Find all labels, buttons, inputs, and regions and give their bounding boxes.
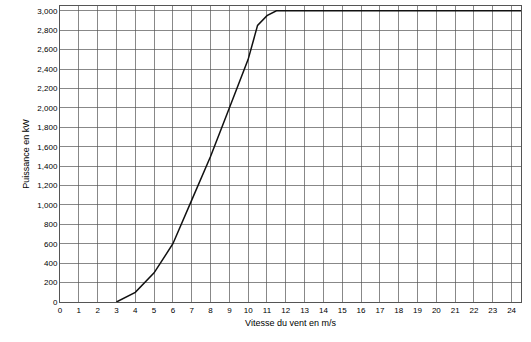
svg-text:23: 23 (488, 306, 497, 315)
svg-text:600: 600 (44, 240, 58, 249)
svg-text:12: 12 (281, 306, 290, 315)
svg-text:16: 16 (357, 306, 366, 315)
svg-text:4: 4 (133, 306, 138, 315)
svg-text:14: 14 (319, 306, 328, 315)
svg-text:11: 11 (263, 306, 272, 315)
svg-text:8: 8 (208, 306, 213, 315)
svg-text:10: 10 (244, 306, 253, 315)
svg-text:1,800: 1,800 (37, 123, 58, 132)
svg-text:800: 800 (44, 220, 58, 229)
svg-text:2: 2 (95, 306, 100, 315)
svg-text:15: 15 (338, 306, 347, 315)
svg-text:21: 21 (451, 306, 460, 315)
svg-text:20: 20 (432, 306, 441, 315)
svg-text:1: 1 (77, 306, 82, 315)
svg-text:2,400: 2,400 (37, 65, 58, 74)
svg-text:7: 7 (189, 306, 194, 315)
svg-text:Puissance en kW: Puissance en kW (21, 119, 31, 189)
svg-text:2,000: 2,000 (37, 104, 58, 113)
svg-text:3: 3 (114, 306, 119, 315)
svg-text:0: 0 (58, 306, 63, 315)
svg-text:9: 9 (227, 306, 232, 315)
svg-text:2,600: 2,600 (37, 45, 58, 54)
svg-text:Vitesse du vent en m/s: Vitesse du vent en m/s (245, 318, 336, 328)
svg-text:19: 19 (413, 306, 422, 315)
svg-text:13: 13 (300, 306, 309, 315)
svg-text:200: 200 (44, 278, 58, 287)
svg-text:3,000: 3,000 (37, 7, 58, 16)
svg-text:22: 22 (470, 306, 479, 315)
svg-text:24: 24 (507, 306, 516, 315)
svg-text:18: 18 (394, 306, 403, 315)
svg-text:0: 0 (53, 298, 58, 307)
svg-text:2,200: 2,200 (37, 84, 58, 93)
svg-text:1,200: 1,200 (37, 181, 58, 190)
svg-text:1,600: 1,600 (37, 143, 58, 152)
svg-text:17: 17 (375, 306, 384, 315)
svg-text:400: 400 (44, 259, 58, 268)
svg-text:2,800: 2,800 (37, 26, 58, 35)
svg-text:1,400: 1,400 (37, 162, 58, 171)
svg-text:6: 6 (171, 306, 176, 315)
svg-text:1,000: 1,000 (37, 201, 58, 210)
svg-text:5: 5 (152, 306, 157, 315)
